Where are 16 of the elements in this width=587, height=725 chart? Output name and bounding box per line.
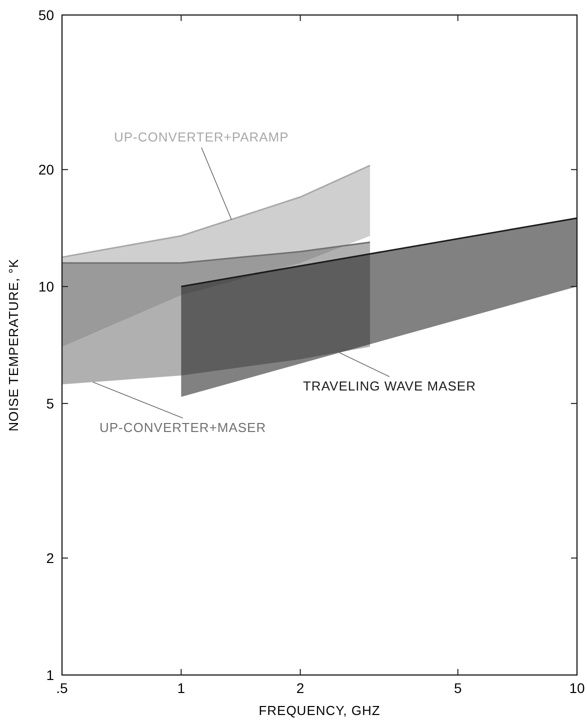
x-tick-label: 10 [569, 680, 585, 696]
text: TRAVELING WAVE MASER [302, 378, 476, 394]
y-tick-label: 10 [38, 278, 54, 295]
y-tick-label: 5 [46, 395, 54, 412]
x-tick-label: 2 [296, 680, 304, 696]
x-tick-label: .5 [56, 680, 68, 696]
text: UP-CONVERTER+PARAMP [114, 129, 289, 144]
x-tick-label: 5 [454, 680, 462, 696]
x-axis-title: FREQUENCY, GHZ [258, 703, 380, 718]
x-tick-label: 1 [177, 680, 186, 696]
y-axis-title: NOISE TEMPERATURE, °K [6, 258, 21, 432]
y-tick-label: 20 [38, 162, 54, 178]
y-tick-label: 2 [46, 550, 54, 566]
y-tick-label: 1 [46, 667, 54, 683]
y-tick-label: 50 [38, 7, 54, 23]
text: UP-CONVERTER+MASER [100, 420, 266, 436]
